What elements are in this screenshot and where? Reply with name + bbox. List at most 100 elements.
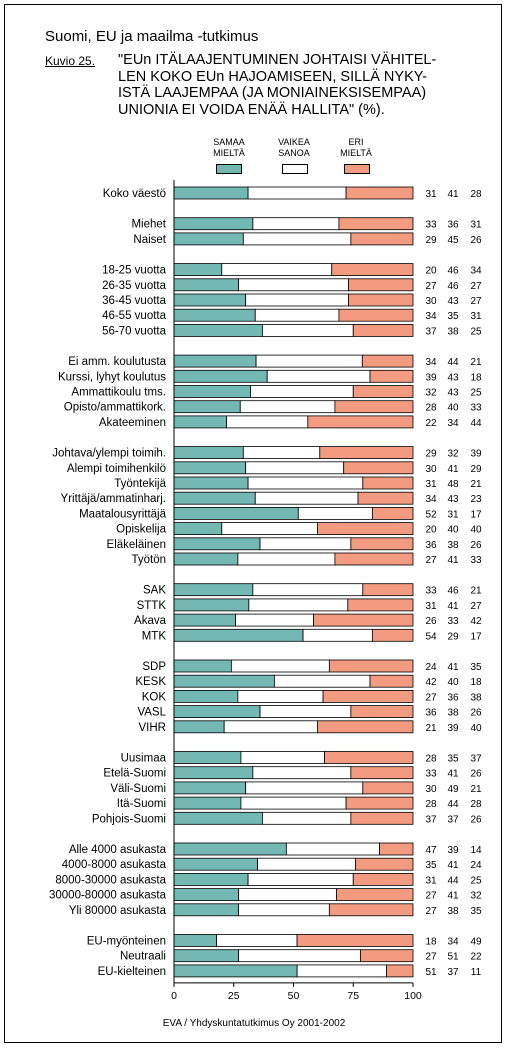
value-label-disagree: 49 — [470, 937, 482, 948]
bar-segment-agree — [173, 842, 287, 856]
value-label-agree: 27 — [425, 906, 437, 917]
value-label-disagree: 28 — [470, 799, 482, 810]
bar-segment-agree — [173, 674, 275, 688]
bar-segment-agree — [173, 323, 263, 337]
value-label-agree: 27 — [425, 891, 437, 902]
bar-segment-hard-to-say — [257, 857, 357, 871]
bar-segment-agree — [173, 232, 244, 246]
bar-segment-disagree — [331, 263, 414, 277]
value-label-disagree: 21 — [470, 784, 482, 795]
bar-segment-hard-to-say — [240, 751, 325, 764]
value-label-agree: 39 — [425, 372, 437, 383]
bar-segment-hard-to-say — [247, 186, 347, 200]
bar-row: Työntekijä 31 48 21 — [114, 476, 482, 490]
bar-row: Naiset 29 45 26 — [133, 232, 482, 246]
bar-segment-disagree — [362, 781, 414, 795]
bar-row: Väli-Suomi 30 49 21 — [110, 781, 482, 795]
value-label-agree: 30 — [425, 296, 437, 307]
bar-row: SDP 24 41 35 — [142, 659, 482, 673]
bar-row: EU-kielteinen 51 37 11 — [98, 964, 482, 978]
category-label: KESK — [135, 676, 166, 688]
value-label-hard-to-say: 35 — [447, 754, 459, 765]
value-label-agree: 28 — [425, 754, 437, 765]
bar-segment-disagree — [386, 964, 414, 978]
bar-row: Yli 80000 asukasta 27 38 35 — [69, 903, 482, 917]
value-label-agree: 18 — [425, 937, 437, 948]
value-label-hard-to-say: 48 — [447, 479, 459, 490]
category-label: KOK — [142, 691, 167, 703]
value-label-hard-to-say: 40 — [447, 403, 459, 414]
bar-segment-agree — [173, 949, 239, 963]
value-label-hard-to-say: 45 — [447, 235, 459, 246]
bar-row: VIHR 21 39 40 — [139, 720, 482, 734]
bar-segment-disagree — [338, 308, 414, 322]
value-label-agree: 34 — [425, 494, 437, 505]
legend-swatch-disagree — [344, 164, 370, 174]
value-label-disagree: 28 — [470, 189, 482, 200]
value-label-hard-to-say: 29 — [447, 631, 459, 642]
bar-segment-disagree — [350, 705, 414, 718]
bar-segment-disagree — [379, 842, 414, 856]
bar-segment-disagree — [316, 720, 414, 734]
bar-segment-hard-to-say — [297, 506, 373, 520]
value-label-disagree: 39 — [470, 449, 482, 460]
bar-segment-agree — [173, 583, 254, 597]
category-label: 36-45 vuotta — [102, 295, 167, 307]
category-label: 46-55 vuotta — [102, 310, 167, 322]
category-label: Maatalousyrittäjä — [79, 508, 167, 520]
value-label-agree: 52 — [425, 509, 437, 520]
bar-segment-disagree — [347, 598, 414, 612]
bar-row: VASL 36 38 26 — [137, 705, 482, 719]
bar-segment-disagree — [357, 491, 414, 505]
category-label: Eläkeläinen — [107, 539, 166, 551]
bar-segment-disagree — [316, 522, 414, 535]
bar-segment-disagree — [334, 400, 414, 414]
value-label-disagree: 26 — [470, 540, 482, 551]
value-label-agree: 26 — [425, 616, 437, 627]
bar-segment-agree — [173, 506, 299, 520]
value-label-hard-to-say: 43 — [447, 372, 459, 383]
value-label-hard-to-say: 38 — [447, 326, 459, 337]
bar-segment-agree — [173, 461, 247, 475]
bar-segment-hard-to-say — [252, 583, 364, 597]
value-label-disagree: 27 — [470, 281, 482, 292]
legend-label-disagree: ERI MIELTÄ — [340, 137, 372, 158]
value-label-disagree: 29 — [470, 464, 482, 475]
x-tick-label: 75 — [347, 990, 359, 1002]
bar-row: Neutraali 27 51 22 — [120, 949, 482, 963]
bar-segment-disagree — [348, 293, 414, 307]
bar-segment-agree — [173, 705, 261, 718]
bar-segment-hard-to-say — [302, 628, 373, 642]
bar-segment-disagree — [328, 903, 414, 917]
value-label-hard-to-say: 37 — [447, 814, 459, 825]
value-label-agree: 22 — [425, 418, 437, 429]
bar-row: Ammattikoulu tms. 32 43 25 — [71, 385, 482, 399]
bar-segment-disagree — [336, 888, 414, 901]
value-label-disagree: 25 — [470, 875, 482, 886]
value-label-hard-to-say: 38 — [447, 540, 459, 551]
category-label: Työtön — [131, 554, 166, 566]
legend-label-agree: SAMAA MIELTÄ — [213, 137, 245, 158]
bar-segment-disagree — [352, 323, 414, 337]
value-label-hard-to-say: 34 — [447, 937, 459, 948]
bar-row: Kurssi, lyhyt koulutus 39 43 18 — [58, 369, 482, 383]
category-label: MTK — [142, 630, 167, 642]
bar-segment-hard-to-say — [296, 964, 387, 978]
value-label-agree: 33 — [425, 769, 437, 780]
bar-segment-hard-to-say — [238, 949, 361, 963]
bar-segment-disagree — [328, 659, 414, 673]
value-label-hard-to-say: 38 — [447, 708, 459, 719]
value-label-agree: 37 — [425, 326, 437, 337]
bar-segment-agree — [173, 659, 232, 673]
bar-row: Opiskelija 20 40 40 — [116, 522, 482, 536]
value-label-hard-to-say: 51 — [447, 952, 459, 963]
bar-row: Ei amm. koulutusta 34 44 21 — [68, 354, 482, 368]
bar-segment-hard-to-say — [242, 232, 352, 246]
value-label-hard-to-say: 39 — [447, 723, 459, 734]
value-label-hard-to-say: 36 — [447, 692, 459, 703]
value-label-disagree: 40 — [470, 525, 482, 536]
value-label-hard-to-say: 41 — [447, 860, 459, 871]
value-label-disagree: 17 — [470, 509, 482, 520]
bar-segment-disagree — [345, 186, 414, 200]
